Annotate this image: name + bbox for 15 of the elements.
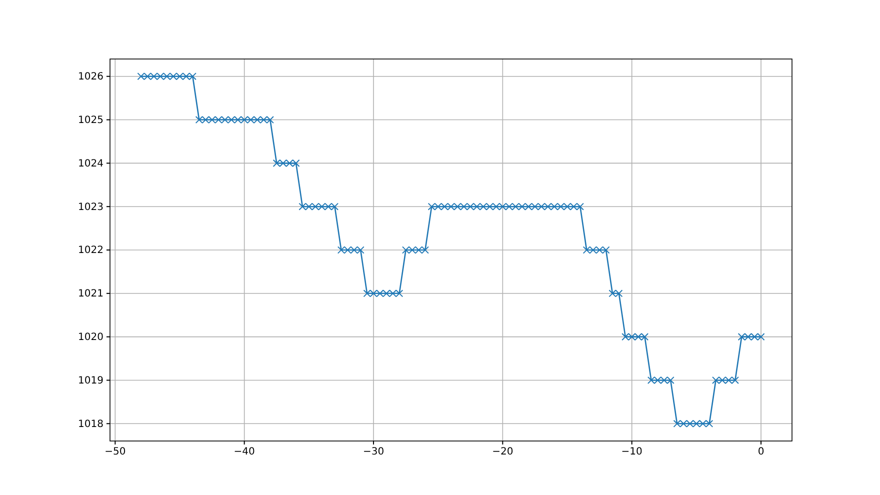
- x-tick-label: −10: [621, 446, 642, 458]
- y-tick-label: 1019: [78, 375, 104, 386]
- y-tick-label: 1020: [78, 332, 104, 344]
- x-tick-label: −40: [234, 446, 255, 458]
- y-tick-label: 1024: [78, 158, 104, 170]
- y-tick-label: 1018: [78, 418, 104, 430]
- x-tick-label: −30: [362, 446, 384, 458]
- y-tick-label: 1023: [78, 202, 104, 213]
- y-tick-label: 1026: [78, 72, 104, 83]
- y-tick-label: 1021: [78, 288, 104, 300]
- x-tick-label: −50: [104, 446, 126, 458]
- x-tick-label: −20: [492, 446, 514, 458]
- y-tick-label: 1025: [78, 114, 104, 126]
- y-tick-label: 1022: [78, 245, 104, 256]
- x-tick-label: 0: [758, 446, 764, 458]
